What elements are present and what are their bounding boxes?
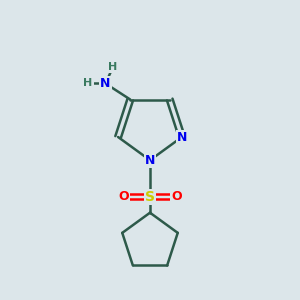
Text: H: H xyxy=(83,79,93,88)
Text: N: N xyxy=(177,130,187,143)
Text: H: H xyxy=(108,62,117,72)
Text: S: S xyxy=(145,190,155,204)
Text: O: O xyxy=(171,190,181,203)
Text: O: O xyxy=(118,190,129,203)
Text: N: N xyxy=(100,77,111,90)
Text: N: N xyxy=(145,154,155,167)
